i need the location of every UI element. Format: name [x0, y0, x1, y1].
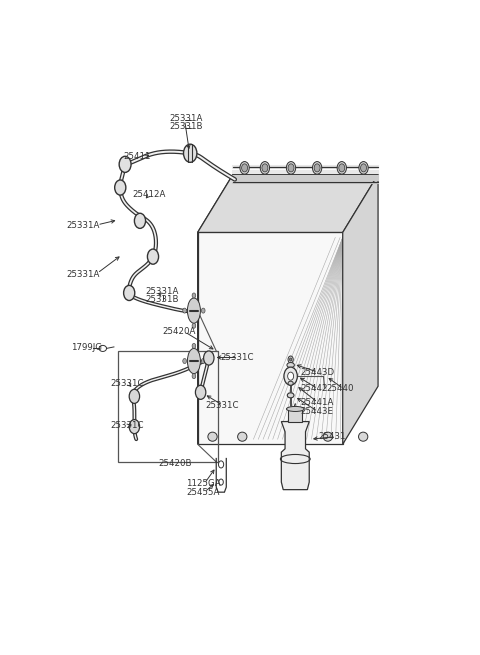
- Text: 25420A: 25420A: [162, 328, 196, 336]
- Circle shape: [339, 164, 345, 172]
- Ellipse shape: [287, 162, 296, 174]
- Text: 25455A: 25455A: [186, 488, 220, 496]
- Circle shape: [219, 479, 223, 485]
- Circle shape: [192, 373, 196, 379]
- Text: 25441A: 25441A: [300, 398, 333, 407]
- Text: 25443E: 25443E: [300, 407, 333, 416]
- Circle shape: [129, 389, 140, 403]
- Circle shape: [314, 164, 320, 172]
- Text: 25443D: 25443D: [300, 367, 334, 377]
- Text: 25411: 25411: [123, 152, 151, 161]
- Circle shape: [147, 249, 158, 264]
- Circle shape: [129, 420, 140, 434]
- Ellipse shape: [208, 432, 217, 441]
- Bar: [118, 351, 218, 462]
- Text: 25331A: 25331A: [67, 221, 100, 231]
- Circle shape: [241, 164, 248, 172]
- Circle shape: [115, 180, 126, 195]
- Circle shape: [262, 164, 268, 172]
- Circle shape: [288, 372, 294, 380]
- Circle shape: [192, 343, 196, 348]
- Polygon shape: [343, 174, 378, 444]
- Bar: [288, 409, 302, 422]
- Text: 25331C: 25331C: [205, 401, 239, 410]
- Ellipse shape: [288, 381, 293, 385]
- Text: 25440: 25440: [326, 384, 353, 393]
- Ellipse shape: [337, 162, 347, 174]
- Ellipse shape: [359, 432, 368, 441]
- Circle shape: [289, 358, 292, 361]
- Ellipse shape: [238, 432, 247, 441]
- Text: 25331B: 25331B: [145, 295, 179, 304]
- Polygon shape: [198, 174, 378, 233]
- Polygon shape: [198, 233, 343, 444]
- Circle shape: [202, 308, 205, 313]
- Circle shape: [360, 164, 367, 172]
- Text: 25331A: 25331A: [145, 287, 179, 296]
- Circle shape: [288, 164, 294, 172]
- Text: 25331B: 25331B: [170, 122, 203, 131]
- Text: 25442: 25442: [300, 384, 327, 393]
- Circle shape: [192, 323, 196, 328]
- Text: 25331C: 25331C: [110, 379, 144, 388]
- Ellipse shape: [359, 162, 368, 174]
- Circle shape: [195, 385, 206, 400]
- Ellipse shape: [312, 162, 322, 174]
- Circle shape: [183, 358, 186, 364]
- Ellipse shape: [287, 406, 304, 411]
- Ellipse shape: [323, 432, 333, 441]
- Circle shape: [119, 157, 131, 172]
- Text: 1125GA: 1125GA: [186, 479, 221, 488]
- Ellipse shape: [187, 298, 201, 323]
- Text: 25331C: 25331C: [220, 353, 253, 362]
- Ellipse shape: [187, 348, 201, 373]
- Ellipse shape: [240, 162, 249, 174]
- Polygon shape: [281, 422, 309, 490]
- Ellipse shape: [287, 363, 294, 367]
- Circle shape: [124, 286, 135, 301]
- Text: 1799JG: 1799JG: [71, 343, 102, 352]
- Circle shape: [202, 358, 205, 364]
- Text: 25412A: 25412A: [132, 190, 166, 199]
- Ellipse shape: [288, 393, 294, 398]
- Circle shape: [183, 308, 186, 313]
- Text: 25331C: 25331C: [110, 421, 144, 430]
- Text: 25431: 25431: [319, 432, 346, 441]
- Text: 25331A: 25331A: [67, 270, 100, 279]
- Circle shape: [288, 356, 293, 363]
- Circle shape: [204, 351, 214, 365]
- Text: 25420B: 25420B: [158, 459, 192, 468]
- Text: 25331A: 25331A: [170, 115, 203, 123]
- Polygon shape: [198, 174, 233, 444]
- Ellipse shape: [260, 162, 270, 174]
- Circle shape: [192, 293, 196, 298]
- Circle shape: [134, 214, 145, 229]
- Circle shape: [183, 144, 197, 162]
- Circle shape: [284, 367, 297, 385]
- Circle shape: [218, 461, 224, 468]
